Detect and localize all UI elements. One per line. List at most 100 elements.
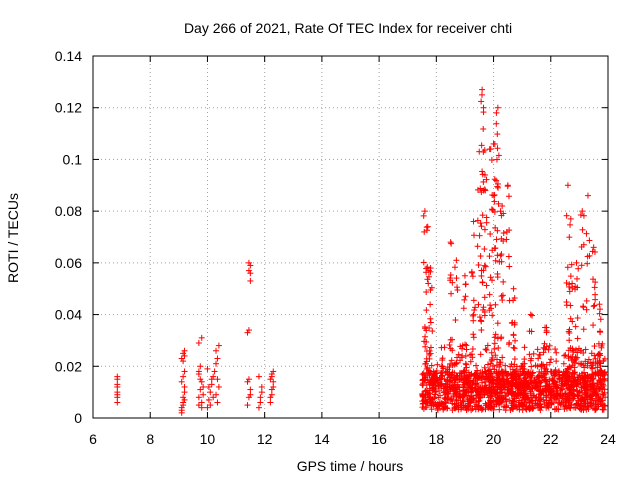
data-point-marker (114, 399, 121, 406)
data-point-marker (489, 384, 496, 391)
data-point-marker (592, 355, 599, 362)
data-point-marker (424, 391, 431, 398)
data-point-marker (566, 288, 573, 295)
data-point-marker (420, 259, 427, 266)
y-tick-label: 0.12 (55, 100, 82, 116)
data-point-marker (428, 362, 435, 369)
data-point-marker (427, 265, 434, 272)
data-point-marker (553, 358, 560, 365)
data-point-marker (257, 394, 264, 401)
data-point-marker (563, 376, 570, 383)
data-point-marker (470, 317, 477, 324)
data-point-marker (444, 371, 451, 378)
data-point-marker (453, 373, 460, 380)
data-point-marker (478, 318, 485, 325)
data-point-marker (521, 356, 528, 363)
data-point-marker (468, 407, 475, 414)
data-point-marker (504, 387, 511, 394)
data-point-marker (494, 227, 501, 234)
data-point-marker (546, 359, 553, 366)
data-point-marker (427, 315, 434, 322)
data-point-marker (437, 392, 444, 399)
data-point-marker (482, 378, 489, 385)
data-point-marker (592, 407, 599, 414)
data-point-marker (477, 351, 484, 358)
data-point-marker (420, 370, 427, 377)
data-point-marker (493, 156, 500, 163)
data-point-marker (497, 252, 504, 259)
data-point-marker (470, 218, 477, 225)
data-point-marker (436, 401, 443, 408)
data-point-marker (245, 267, 252, 274)
data-point-marker (447, 272, 454, 279)
data-point-marker (475, 301, 482, 308)
data-point-marker (563, 279, 570, 286)
data-point-marker (463, 364, 470, 371)
data-point-marker (449, 369, 456, 376)
data-point-marker (244, 378, 251, 385)
data-point-marker (453, 275, 460, 282)
data-point-marker (461, 369, 468, 376)
data-point-marker (596, 360, 603, 367)
x-tick-label: 24 (600, 431, 616, 447)
data-point-marker (483, 402, 490, 409)
data-point-marker (478, 98, 485, 105)
data-point-marker (563, 370, 570, 377)
grid-lines (93, 56, 608, 418)
data-point-marker (531, 378, 538, 385)
data-point-marker (498, 383, 505, 390)
data-point-marker (577, 406, 584, 413)
data-point-marker (560, 360, 567, 367)
data-point-marker (510, 297, 517, 304)
data-point-marker (505, 341, 512, 348)
data-point-marker (422, 333, 429, 340)
data-point-marker (479, 168, 486, 175)
data-point-marker (195, 368, 202, 375)
data-point-marker (574, 378, 581, 385)
data-point-marker (448, 290, 455, 297)
data-point-marker (465, 403, 472, 410)
data-point-marker (542, 324, 549, 331)
data-point-marker (213, 347, 220, 354)
data-point-marker (499, 202, 506, 209)
data-point-marker (481, 186, 488, 193)
data-point-marker (521, 391, 528, 398)
data-point-marker (488, 400, 495, 407)
data-point-marker (589, 365, 596, 372)
data-point-marker (568, 357, 575, 364)
data-point-marker (489, 376, 496, 383)
x-tick-label: 10 (200, 431, 216, 447)
data-point-marker (492, 301, 499, 308)
y-tick-label: 0.08 (55, 203, 82, 219)
data-point-marker (447, 239, 454, 246)
data-point-marker (270, 368, 277, 375)
data-point-marker (114, 391, 121, 398)
data-point-marker (433, 379, 440, 386)
data-point-marker (529, 405, 536, 412)
data-point-marker (493, 356, 500, 363)
data-point-marker (451, 405, 458, 412)
data-point-marker (512, 337, 519, 344)
data-point-marker (257, 399, 264, 406)
data-point-marker (493, 236, 500, 243)
data-point-marker (430, 385, 437, 392)
data-point-marker (499, 354, 506, 361)
data-point-marker (255, 373, 262, 380)
data-point-marker (200, 391, 207, 398)
data-point-marker (494, 384, 501, 391)
data-point-marker (579, 395, 586, 402)
data-point-marker (482, 263, 489, 270)
data-point-marker (498, 389, 505, 396)
data-point-marker (475, 406, 482, 413)
data-point-marker (583, 230, 590, 237)
data-point-marker (541, 340, 548, 347)
x-axis-label: GPS time / hours (297, 458, 404, 474)
data-point-marker (474, 186, 481, 193)
data-point-marker (428, 406, 435, 413)
data-point-marker (511, 395, 518, 402)
data-point-marker (481, 246, 488, 253)
data-point-marker (487, 274, 494, 281)
data-point-marker (595, 390, 602, 397)
data-point-marker (561, 352, 568, 359)
data-point-marker (591, 302, 598, 309)
